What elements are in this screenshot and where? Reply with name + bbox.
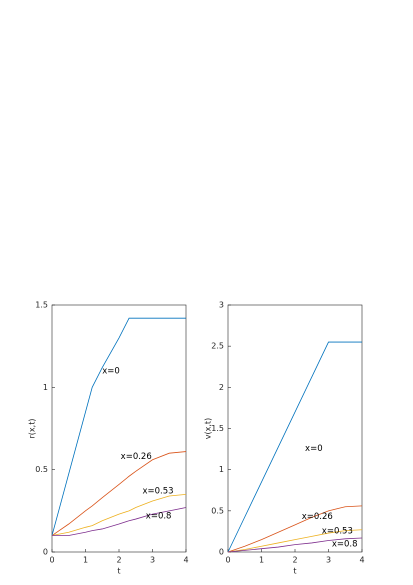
- series-line: [227, 505, 363, 553]
- x-tick-label: 1: [259, 556, 264, 565]
- series-label: x=0: [102, 366, 120, 376]
- y-tick-label: 1: [219, 465, 224, 474]
- series-label: x=0: [305, 444, 323, 454]
- series-label: x=0.26: [302, 512, 333, 522]
- series-label: x=0.8: [146, 511, 172, 521]
- x-tick-label: 3: [326, 556, 331, 565]
- axes-box: [51, 304, 187, 553]
- series-line: [227, 341, 362, 553]
- series-label: x=0.26: [121, 452, 152, 462]
- x-tick-label: 3: [150, 556, 155, 565]
- y-tick-label: 1.5: [35, 301, 48, 310]
- series-line: [51, 317, 186, 536]
- series-line: [51, 493, 187, 536]
- y-tick-label: 0: [43, 548, 48, 557]
- x-axis-label: t: [117, 567, 120, 576]
- y-tick-label: 0.5: [35, 465, 48, 474]
- series-label: x=0.8: [332, 539, 358, 549]
- series-line: [227, 537, 363, 553]
- y-axis-label: r(x,t): [28, 419, 37, 439]
- y-tick-label: 2: [219, 383, 224, 392]
- axes-box: [227, 304, 363, 553]
- y-tick-label: 3: [219, 301, 224, 310]
- series-label: x=0.53: [142, 487, 173, 497]
- x-tick-label: 1: [83, 556, 88, 565]
- y-tick-label: 0.5: [211, 506, 224, 515]
- series-line: [227, 529, 363, 553]
- x-tick-label: 0: [49, 556, 54, 565]
- series-line: [52, 507, 187, 536]
- y-tick-label: 2.5: [211, 342, 224, 351]
- series-label: x=0.53: [322, 527, 353, 537]
- x-axis-label: t: [293, 567, 296, 576]
- x-tick-label: 0: [225, 556, 230, 565]
- series-line: [51, 451, 187, 536]
- x-tick-label: 4: [359, 556, 364, 565]
- y-tick-label: 1.5: [211, 424, 224, 433]
- x-tick-label: 4: [183, 556, 188, 565]
- y-tick-label: 1: [43, 383, 48, 392]
- x-tick-label: 2: [292, 556, 297, 565]
- y-tick-label: 0: [219, 548, 224, 557]
- y-axis-label: v(x,t): [204, 418, 213, 439]
- x-tick-label: 2: [116, 556, 121, 565]
